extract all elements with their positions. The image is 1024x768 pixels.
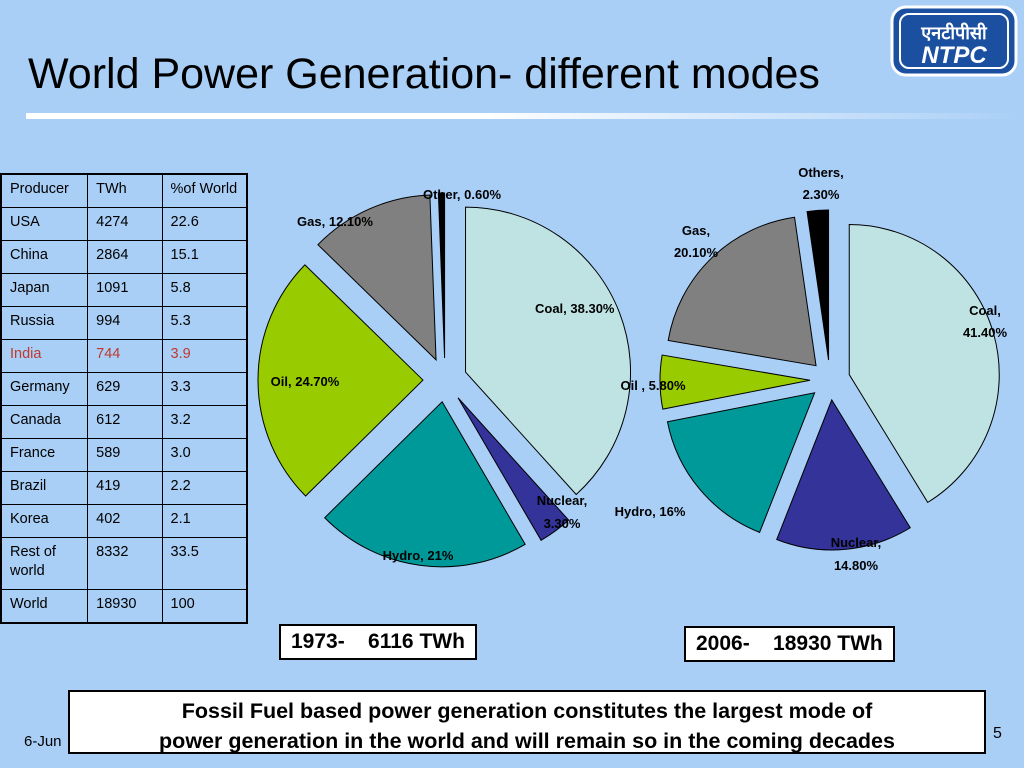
cell-percent: 2.1 xyxy=(161,504,248,538)
pie-label-others: 2.30% xyxy=(803,187,840,202)
chart-1973-caption: 1973- 6116 TWh xyxy=(279,624,477,660)
cell-producer: Brazil xyxy=(0,471,89,505)
footer-date: 6-Jun xyxy=(24,733,62,750)
cell-twh: 1091 xyxy=(87,273,163,307)
pie-slice-oil xyxy=(257,264,424,497)
chart-2006-caption: 2006- 18930 TWh xyxy=(684,626,895,662)
cell-percent: 3.3 xyxy=(161,372,248,406)
cell-producer: China xyxy=(0,240,89,274)
summary-note-line-2: power generation in the world and will r… xyxy=(159,729,895,753)
pie-label-gas: Gas, 12.10% xyxy=(297,214,373,229)
pie-slice-hydro xyxy=(323,401,526,568)
header-percent-world: %of World xyxy=(161,173,248,208)
svg-text:एनटीपीसी: एनटीपीसी xyxy=(920,22,988,44)
pie-chart-0: Coal, 38.30% Nuclear, 3.30% Hydro, 21% Oil, … xyxy=(257,187,632,568)
pie-label-hydro: Hydro, 16% xyxy=(615,504,686,519)
cell-producer: Germany xyxy=(0,372,89,406)
pie-label-nuclear: Nuclear, xyxy=(537,493,588,508)
producers-table-container: Producer TWh %of World USA 4274 22.6 China 2… xyxy=(0,173,248,624)
table-row: Germany 629 3.3 xyxy=(0,372,248,406)
cell-producer: Russia xyxy=(0,306,89,340)
table-row: USA 4274 22.6 xyxy=(0,207,248,241)
pie-label-hydro: Hydro, 21% xyxy=(383,548,454,563)
pie-label-gas: Gas, xyxy=(682,223,710,238)
cell-percent: 3.0 xyxy=(161,438,248,472)
summary-note: Fossil Fuel based power generation const… xyxy=(68,690,986,754)
table-row: Brazil 419 2.2 xyxy=(0,471,248,505)
pie-label-oil: Oil , 5.80% xyxy=(620,378,685,393)
summary-note-line-1: Fossil Fuel based power generation const… xyxy=(181,699,873,723)
svg-text:NTPC: NTPC xyxy=(921,42,987,69)
cell-twh: 18930 xyxy=(87,589,163,624)
cell-twh: 4274 xyxy=(87,207,163,241)
pie-slice-others xyxy=(806,209,830,361)
cell-twh: 402 xyxy=(87,504,163,538)
cell-producer: Japan xyxy=(0,273,89,307)
title-divider xyxy=(26,113,1024,119)
pie-label-nuclear: 3.30% xyxy=(544,516,581,531)
pie-slice-coal xyxy=(465,206,632,496)
ntpc-logo: एनटीपीसी NTPC xyxy=(890,5,1018,77)
cell-producer: India xyxy=(0,339,89,373)
table-row: China 2864 15.1 xyxy=(0,240,248,274)
pie-label-others: Others, xyxy=(798,165,844,180)
pie-label-gas: 20.10% xyxy=(674,245,719,260)
slide-title: World Power Generation- different modes xyxy=(28,50,820,98)
cell-producer: USA xyxy=(0,207,89,241)
cell-percent: 5.3 xyxy=(161,306,248,340)
pie-slice-gas xyxy=(667,216,817,367)
pie-label-oil: Oil, 24.70% xyxy=(271,374,340,389)
pie-label-nuclear: 14.80% xyxy=(834,558,879,573)
table-row: Russia 994 5.3 xyxy=(0,306,248,340)
pie-slice-nuclear xyxy=(776,398,911,551)
pie-label-coal: Coal, xyxy=(969,303,1001,318)
cell-producer: World xyxy=(0,589,89,624)
pie-label-other: Other, 0.60% xyxy=(423,187,501,202)
cell-twh: 8332 xyxy=(87,537,163,590)
table-row: Rest of world 8332 33.5 xyxy=(0,537,248,590)
pie-slice-gas xyxy=(317,194,437,362)
pie-slice-nuclear xyxy=(457,397,570,541)
pie-slice-hydro xyxy=(666,392,816,534)
producers-table: Producer TWh %of World USA 4274 22.6 China 2… xyxy=(0,173,248,624)
cell-percent: 3.2 xyxy=(161,405,248,439)
cell-twh: 589 xyxy=(87,438,163,472)
pie-chart-1: Coal, 41.40% Nuclear, 14.80% Hydro, 16% Oil ,… xyxy=(615,165,1008,573)
pie-slice-other xyxy=(437,192,446,359)
cell-producer: Rest of world xyxy=(0,537,89,590)
table-row: World 18930 100 xyxy=(0,589,248,624)
pie-label-nuclear: Nuclear, xyxy=(831,535,882,550)
pie-label-coal: 41.40% xyxy=(963,325,1008,340)
pie-label-coal: Coal, 38.30% xyxy=(535,301,615,316)
cell-twh: 612 xyxy=(87,405,163,439)
pie-slice-coal xyxy=(848,224,1000,504)
pie-slice-oil xyxy=(659,354,811,410)
header-twh: TWh xyxy=(87,173,163,208)
page-number: 5 xyxy=(993,725,1002,742)
cell-percent: 33.5 xyxy=(161,537,248,590)
cell-percent: 100 xyxy=(161,589,248,624)
